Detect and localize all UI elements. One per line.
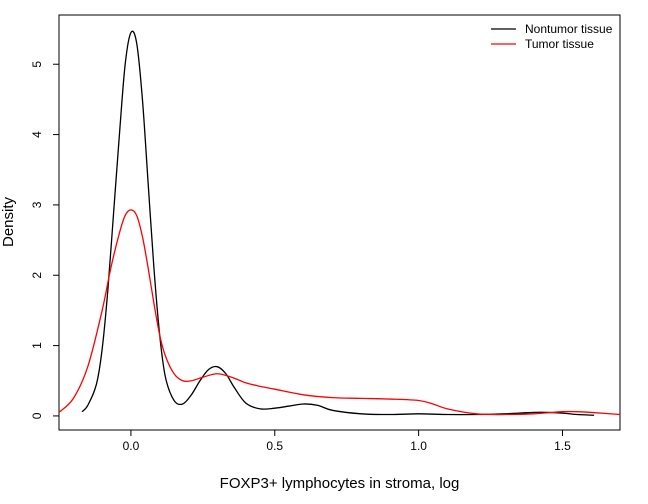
x-tick-label: 0.0 bbox=[123, 439, 140, 453]
y-axis: 0 1 2 3 4 5 bbox=[30, 61, 59, 419]
plot-frame bbox=[58, 14, 621, 431]
series-line-tumor bbox=[58, 209, 621, 416]
x-tick-label: 1.0 bbox=[410, 439, 427, 453]
x-tick-label: 1.5 bbox=[554, 439, 571, 453]
y-tick-label: 2 bbox=[30, 272, 44, 279]
legend-label: Tumor tissue bbox=[525, 37, 594, 51]
y-tick-label: 5 bbox=[30, 61, 44, 68]
y-axis-title: Density bbox=[0, 196, 17, 247]
y-tick-label: 4 bbox=[30, 131, 44, 138]
x-axis: 0.0 0.5 1.0 1.5 bbox=[123, 430, 571, 453]
y-tick-label: 3 bbox=[30, 201, 44, 208]
y-tick-label: 1 bbox=[30, 342, 44, 349]
series-lines bbox=[58, 30, 621, 416]
x-tick-label: 0.5 bbox=[266, 439, 283, 453]
y-tick-label: 0 bbox=[30, 412, 44, 419]
legend-label: Nontumor tissue bbox=[525, 22, 613, 36]
series-line-nontumor bbox=[81, 30, 595, 416]
x-axis-title: FOXP3+ lymphocytes in stroma, log bbox=[220, 475, 460, 492]
